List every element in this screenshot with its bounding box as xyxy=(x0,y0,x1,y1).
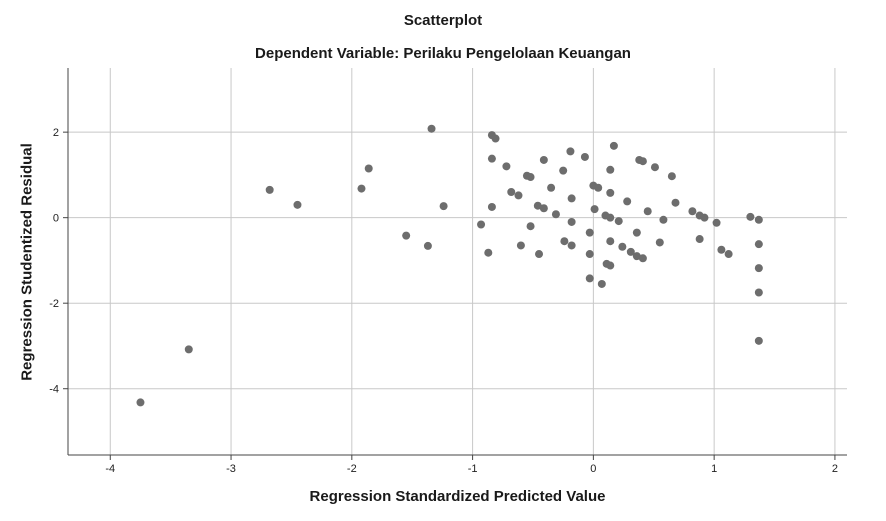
data-point xyxy=(606,261,615,270)
data-point xyxy=(539,155,548,164)
y-tick-label: 2 xyxy=(53,127,59,139)
data-point xyxy=(614,217,623,226)
data-point xyxy=(746,212,755,221)
data-point xyxy=(547,183,556,192)
data-point xyxy=(491,134,500,143)
data-point xyxy=(526,222,535,231)
data-point xyxy=(667,172,676,181)
data-point xyxy=(559,166,568,175)
data-point xyxy=(539,204,548,213)
y-tick-label: -2 xyxy=(49,298,59,310)
data-point xyxy=(606,188,615,197)
data-point xyxy=(567,241,576,250)
data-point xyxy=(585,274,594,283)
data-point xyxy=(606,237,615,246)
data-point xyxy=(717,245,726,254)
data-point xyxy=(638,254,647,263)
data-point xyxy=(655,238,664,247)
data-point xyxy=(688,207,697,216)
data-point xyxy=(184,345,193,354)
x-tick-label: 0 xyxy=(590,463,596,475)
data-point xyxy=(724,250,733,259)
y-tick-label: 0 xyxy=(53,213,59,225)
data-point xyxy=(650,163,659,172)
x-tick-label: -4 xyxy=(105,463,115,475)
data-point xyxy=(618,242,627,251)
data-point xyxy=(754,240,763,249)
data-point xyxy=(551,210,560,219)
data-point xyxy=(566,147,575,156)
data-point xyxy=(712,218,721,227)
data-point xyxy=(357,184,366,193)
x-tick-label: 2 xyxy=(832,463,838,475)
data-point xyxy=(533,201,542,210)
data-point xyxy=(643,207,652,216)
data-point xyxy=(487,202,496,211)
data-point xyxy=(526,173,535,182)
data-point xyxy=(402,231,411,240)
data-point xyxy=(632,252,641,261)
data-point xyxy=(659,215,668,224)
data-point xyxy=(487,154,496,163)
chart-title: Scatterplot xyxy=(403,12,483,29)
data-point xyxy=(580,152,589,161)
data-point xyxy=(535,250,544,259)
data-point xyxy=(695,235,704,244)
y-tick-label: -4 xyxy=(49,384,59,396)
data-point xyxy=(507,188,516,197)
data-point xyxy=(560,237,569,246)
data-point xyxy=(427,124,436,133)
data-point xyxy=(590,205,599,214)
data-point xyxy=(477,220,486,229)
y-axis-label: Regression Studentized Residual xyxy=(18,143,36,381)
data-point xyxy=(754,264,763,273)
data-point xyxy=(484,248,493,257)
data-point xyxy=(754,336,763,345)
data-point xyxy=(567,194,576,203)
data-point xyxy=(754,215,763,224)
x-tick-label: 1 xyxy=(711,463,717,475)
data-point xyxy=(638,157,647,166)
data-point xyxy=(423,241,432,250)
data-point xyxy=(364,164,373,173)
data-point xyxy=(623,197,632,206)
data-point xyxy=(265,185,274,194)
data-point xyxy=(136,398,145,407)
data-point xyxy=(516,241,525,250)
x-tick-label: -3 xyxy=(226,463,236,475)
data-point xyxy=(606,165,615,174)
data-point xyxy=(585,228,594,237)
data-point xyxy=(293,200,302,209)
data-point xyxy=(514,191,523,200)
data-point xyxy=(594,183,603,192)
data-point xyxy=(609,141,618,150)
x-tick-label: -2 xyxy=(347,463,357,475)
data-point xyxy=(626,247,635,256)
data-point xyxy=(754,288,763,297)
data-point xyxy=(439,202,448,211)
data-point xyxy=(567,217,576,226)
data-point xyxy=(597,279,606,288)
data-point xyxy=(700,213,709,222)
x-tick-label: -1 xyxy=(468,463,478,475)
data-point xyxy=(671,198,680,207)
data-point xyxy=(632,228,641,237)
chart-subtitle: Dependent Variable: Perilaku Pengelolaan… xyxy=(255,45,631,62)
data-point xyxy=(606,213,615,222)
x-axis-label: Regression Standardized Predicted Value xyxy=(309,488,606,505)
data-point xyxy=(502,162,511,171)
data-point xyxy=(585,250,594,259)
